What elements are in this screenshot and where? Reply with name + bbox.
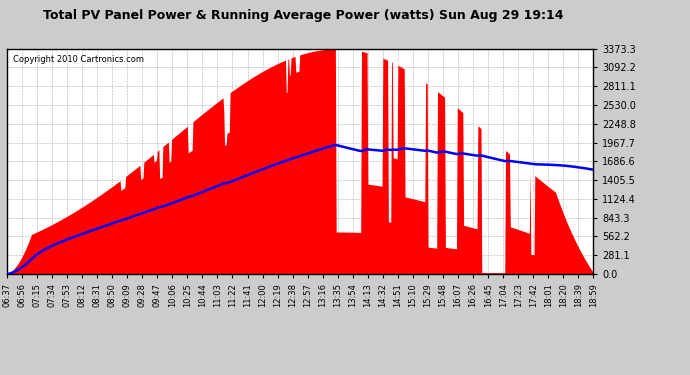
- Text: Total PV Panel Power & Running Average Power (watts) Sun Aug 29 19:14: Total PV Panel Power & Running Average P…: [43, 9, 564, 22]
- Text: Copyright 2010 Cartronics.com: Copyright 2010 Cartronics.com: [13, 56, 144, 64]
